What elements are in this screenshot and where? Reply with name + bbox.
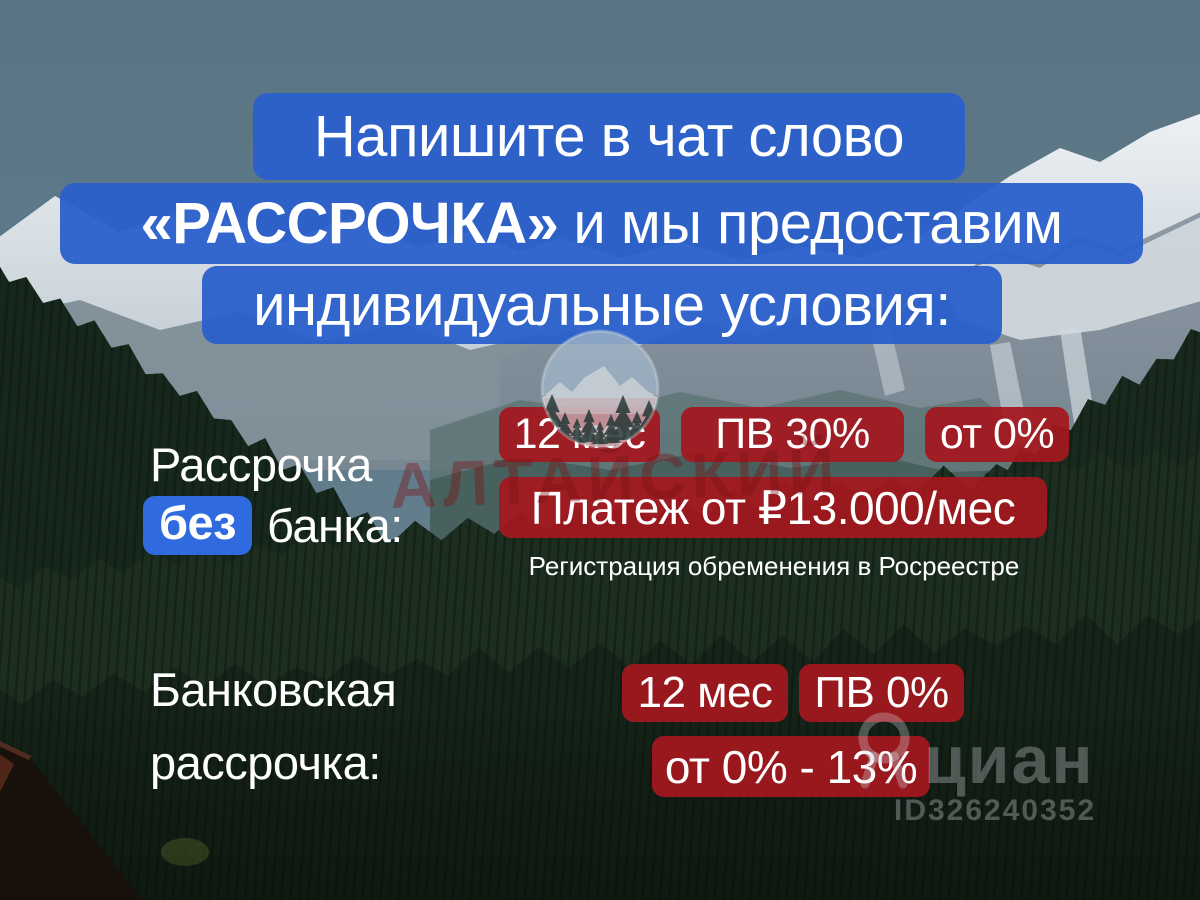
snow-field bbox=[940, 217, 1200, 340]
bank-badge-row: 12 мес ПВ 0% bbox=[622, 664, 964, 722]
headline-keyword: «РАССРОЧКА» bbox=[140, 191, 559, 256]
roof-accent bbox=[0, 754, 14, 792]
bank-label-top: Банковская bbox=[150, 663, 397, 716]
bank-label-bottom: рассрочка: bbox=[150, 736, 381, 789]
rate-range-badge: от 0% - 13% bbox=[652, 736, 930, 797]
rate-badge: от 0% bbox=[925, 407, 1069, 462]
headline-text: и мы предоставим bbox=[573, 191, 1063, 256]
downpayment-badge: ПВ 0% bbox=[799, 664, 964, 722]
headline-line-1: Напишите в чат слово bbox=[253, 93, 965, 180]
bez-highlight-badge: без bbox=[143, 496, 253, 555]
agency-watermark-text: АЛТАЙСКИЙ bbox=[388, 434, 842, 522]
headline-text: индивидуальные условия: bbox=[253, 272, 951, 338]
roof-ridge-line bbox=[0, 741, 32, 761]
no-bank-label-bottom: без банка: bbox=[143, 496, 403, 555]
payment-badge: Платеж от ₽13.000/мес bbox=[499, 477, 1047, 538]
bottom-shade bbox=[0, 700, 1200, 900]
headline-line-2: «РАССРОЧКА» и мы предоставим bbox=[60, 183, 1143, 264]
term-badge: 12 мес bbox=[622, 664, 788, 722]
cian-watermark-text: циан bbox=[924, 722, 1095, 798]
no-bank-label-text: банка: bbox=[267, 499, 403, 552]
roof-edge bbox=[0, 743, 143, 900]
no-bank-label-top: Рассрочка bbox=[150, 438, 372, 491]
registration-note: Регистрация обременения в Росреестре bbox=[528, 551, 1020, 581]
headline-text: Напишите в чат слово bbox=[313, 104, 905, 169]
listing-id-watermark: ID326240352 bbox=[894, 794, 1097, 827]
downpayment-badge: ПВ 30% bbox=[681, 407, 904, 462]
headline-line-3: индивидуальные условия: bbox=[202, 266, 1002, 344]
